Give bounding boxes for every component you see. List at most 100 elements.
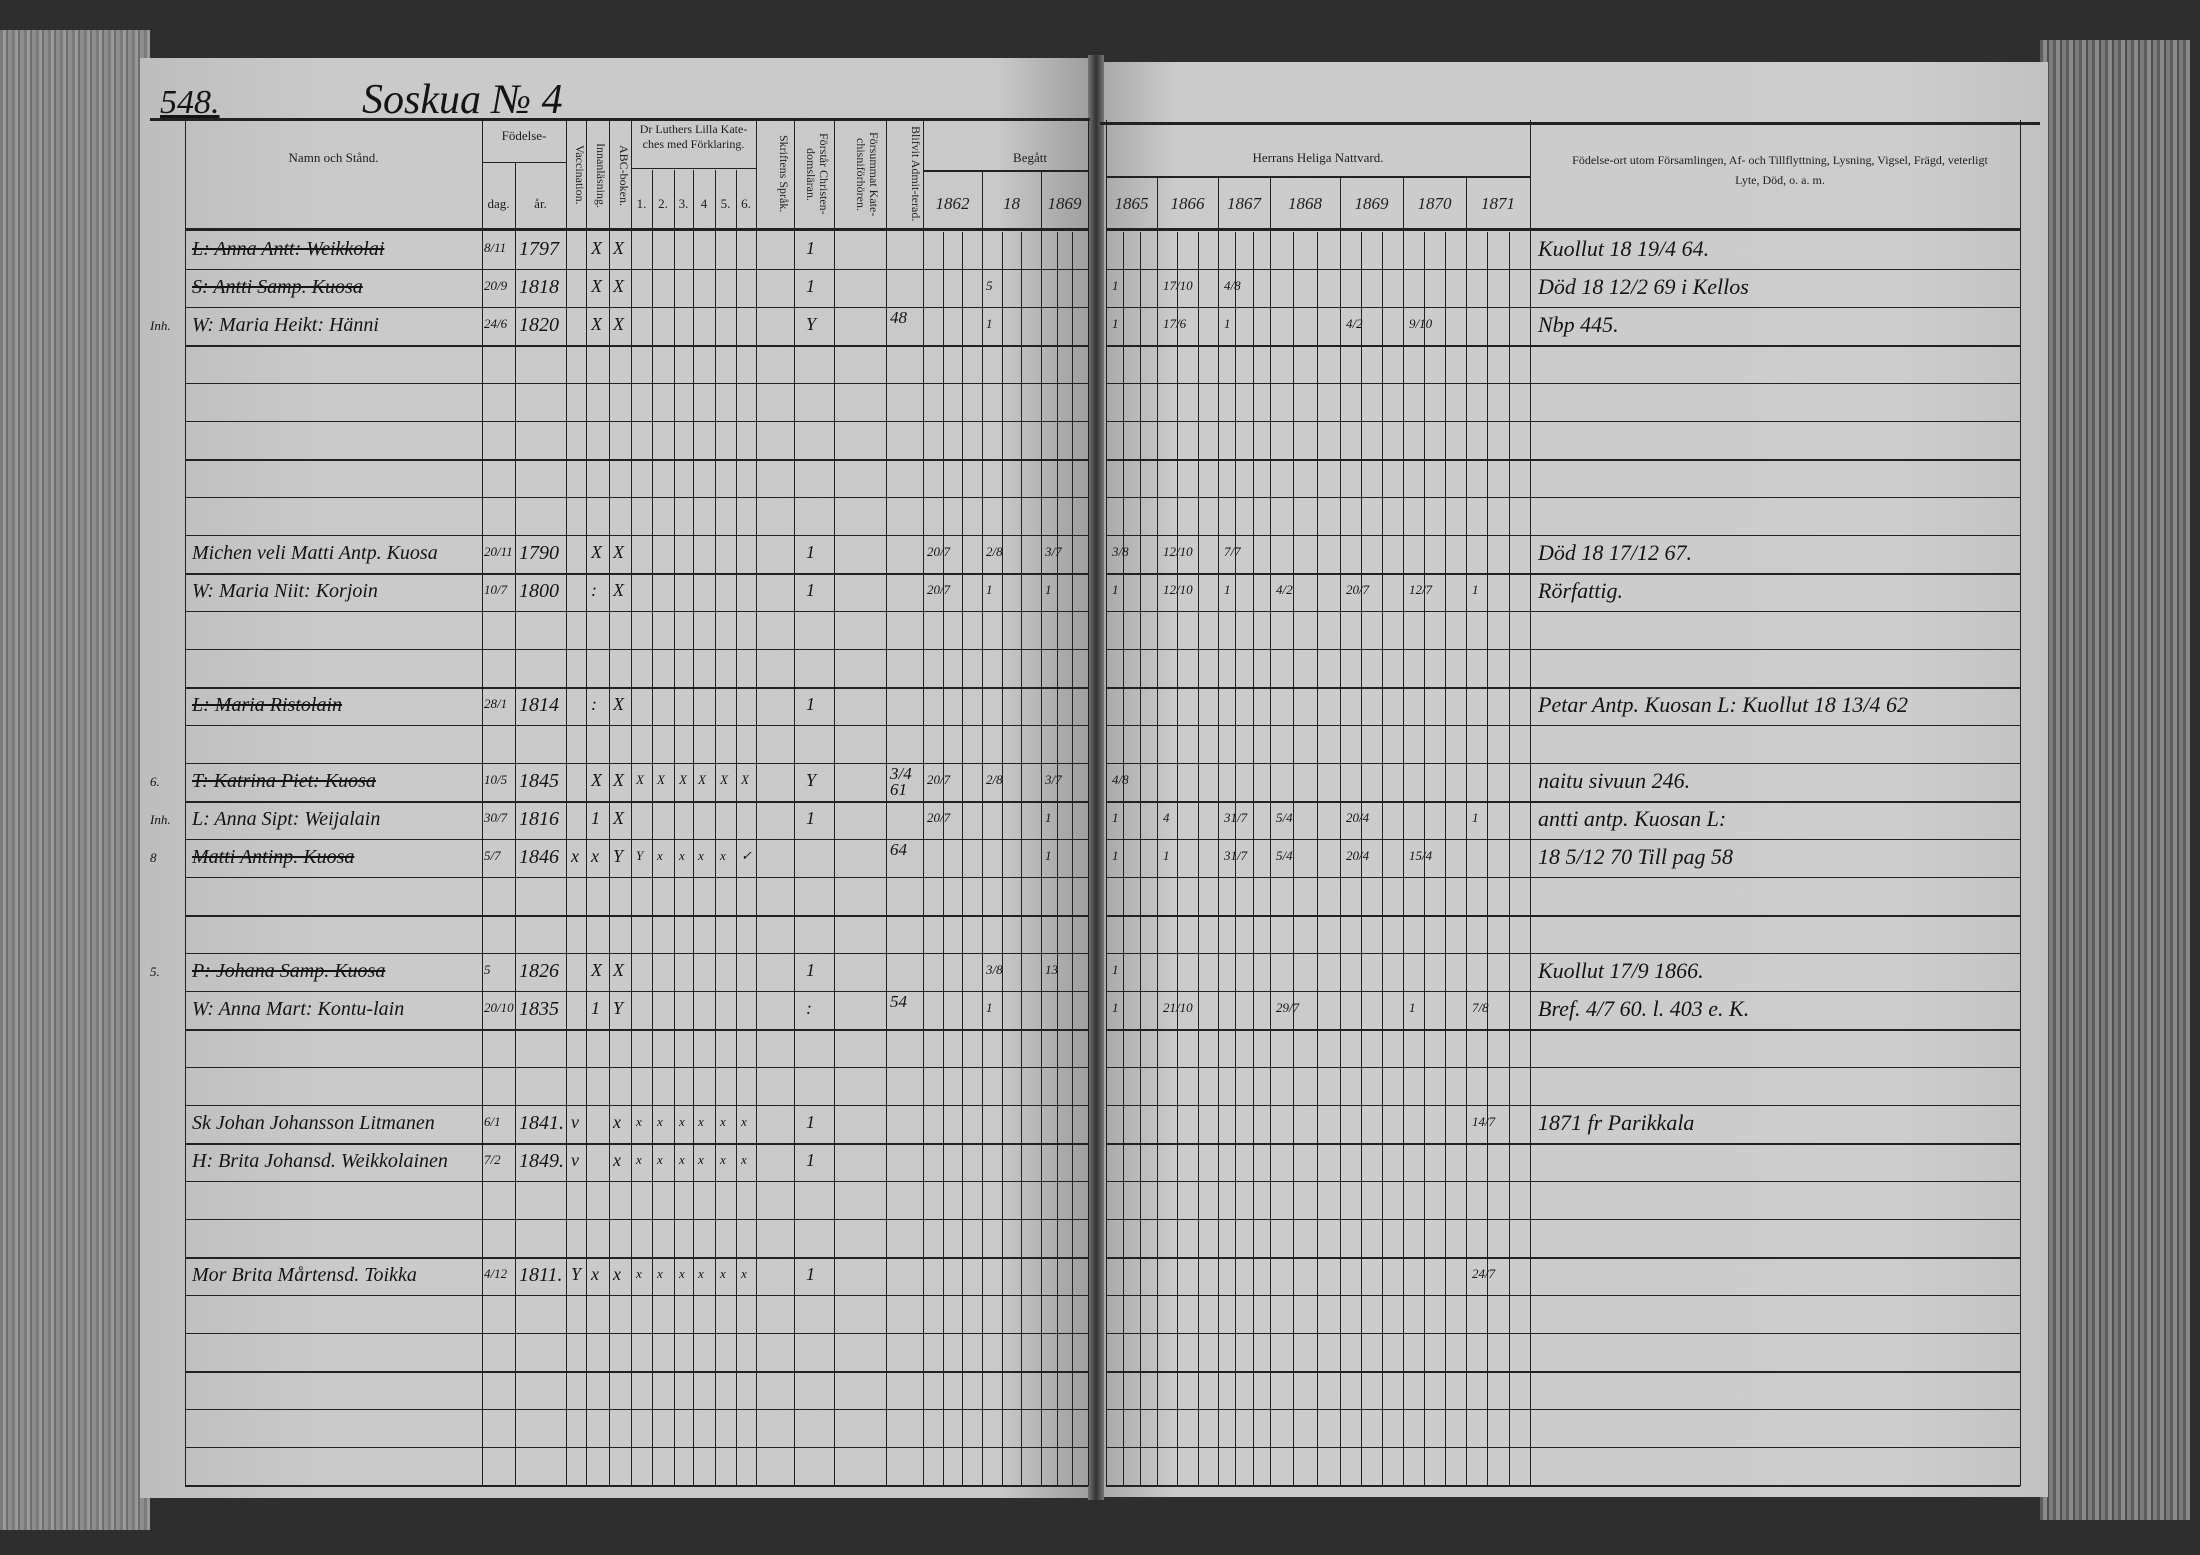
column-rule (756, 120, 757, 1486)
vaccination-mark: v (571, 1150, 579, 1170)
abc-mark: X (613, 276, 624, 296)
birth-day: 10/5 (484, 772, 508, 787)
catechism-mark: x (698, 1114, 704, 1129)
column-rule (1218, 178, 1219, 1486)
row-margin-note: Inh. (150, 812, 171, 827)
birth-day: 7/2 (484, 1152, 501, 1167)
row-rule (1106, 1105, 2020, 1106)
communion-entry: 4 (1163, 810, 1170, 825)
header-communion-year: 1868 (1288, 194, 1322, 213)
row-rule (1106, 915, 2020, 917)
christian-doctrine-mark: Y (806, 770, 817, 790)
row-rule (1106, 1333, 2020, 1334)
christian-doctrine-mark: 1 (806, 542, 815, 562)
birth-day: 20/9 (484, 278, 508, 293)
row-rule (1106, 1143, 2020, 1145)
header-vaccination: Vaccination. (573, 145, 587, 205)
catechism-mark: x (679, 1266, 685, 1281)
communion-entry: 3/8 (1112, 544, 1129, 559)
header-subrule (631, 168, 756, 169)
reading-mark: X (591, 238, 602, 258)
communion-entry: 12/10 (1163, 582, 1193, 597)
begatt-entry: 20/7 (927, 544, 951, 559)
sub-column-rule (942, 232, 944, 1486)
catechism-mark: X (741, 772, 749, 787)
admitted-value: 48 (890, 308, 907, 327)
row-rule (1106, 269, 2020, 270)
reading-mark: X (591, 960, 602, 980)
row-rule (1106, 535, 2020, 536)
communion-entry: 7/8 (1472, 1000, 1489, 1015)
birth-year: 1818 (519, 276, 559, 298)
birth-year: 1816 (519, 808, 559, 830)
reading-mark: x (591, 1264, 599, 1284)
communion-entry: 1 (1112, 810, 1119, 825)
communion-entry: 20/4 (1346, 810, 1370, 825)
column-rule (674, 170, 675, 1486)
household-title: Soskua № 4 (362, 77, 563, 123)
catechism-mark: x (679, 1114, 685, 1129)
christian-doctrine-mark: 1 (806, 1150, 815, 1170)
birth-day: 5 (484, 962, 491, 977)
column-rule (586, 120, 587, 1486)
column-rule (609, 120, 610, 1486)
title-rule (1100, 122, 2040, 125)
row-rule (1106, 421, 2020, 422)
remarks-entry: 1871 fr Parikkala (1538, 1110, 1695, 1135)
header-communion-year: 1869 (1354, 194, 1389, 213)
remarks-entry: Död 18 17/12 67. (1538, 540, 1692, 565)
catechism-mark: X (720, 772, 728, 787)
reading-mark: x (591, 846, 599, 866)
vaccination-mark: Y (571, 1264, 582, 1284)
person-name: Matti Antinp. Kuosa (192, 846, 355, 868)
header-christian: Förstår Christen-domsläran. (804, 133, 831, 215)
abc-mark: x (613, 1264, 621, 1284)
row-rule (1106, 801, 2020, 803)
person-name: L: Anna Antt: Weikkolai (192, 238, 385, 260)
person-name: Michen veli Matti Antp. Kuosa (192, 542, 438, 564)
christian-doctrine-mark: 1 (806, 694, 815, 714)
admitted-value: 64 (890, 840, 907, 859)
column-rule (1157, 178, 1158, 1486)
birth-day: 10/7 (484, 582, 508, 597)
row-rule (185, 763, 1088, 764)
catechism-mark: x (657, 1152, 663, 1167)
catechism-mark: ✓ (741, 848, 752, 863)
abc-mark: X (613, 770, 624, 790)
communion-entry: 14/7 (1472, 1114, 1496, 1129)
catechism-mark: x (657, 1266, 663, 1281)
row-rule (1106, 1295, 2020, 1296)
header-communion-year: 1865 (1114, 194, 1149, 213)
communion-entry: 9/10 (1409, 316, 1433, 331)
communion-entry: 31/7 (1224, 810, 1248, 825)
begatt-entry: 13 (1045, 962, 1058, 977)
page-number: 548. (160, 84, 220, 121)
column-rule (652, 170, 653, 1486)
row-rule (185, 687, 1088, 689)
row-rule (185, 1143, 1088, 1145)
book-edge-right (2040, 40, 2190, 1520)
sub-column-rule (1445, 232, 1446, 1486)
row-rule (1106, 1257, 2020, 1259)
catechism-mark: x (657, 1114, 663, 1129)
row-rule (185, 421, 1088, 422)
reading-mark: : (591, 580, 597, 600)
catechism-mark: x (679, 1152, 685, 1167)
admitted-value: 54 (890, 992, 907, 1011)
birth-year: 1814 (519, 694, 559, 716)
header-communion-year: 1867 (1227, 194, 1261, 213)
communion-entry: 17/10 (1163, 278, 1193, 293)
row-rule (185, 1067, 1088, 1068)
column-rule (1088, 120, 1089, 1486)
birth-year: 1835 (519, 998, 559, 1020)
row-rule (185, 1295, 1088, 1296)
column-rule (185, 120, 186, 1486)
row-rule (185, 915, 1088, 917)
row-rule (185, 1409, 1088, 1410)
begatt-entry: 1 (986, 1000, 993, 1015)
row-rule (185, 649, 1088, 650)
row-rule (1106, 573, 2020, 575)
row-rule (1106, 725, 2020, 726)
column-rule (794, 120, 795, 1486)
begatt-entry: 2/8 (986, 544, 1003, 559)
